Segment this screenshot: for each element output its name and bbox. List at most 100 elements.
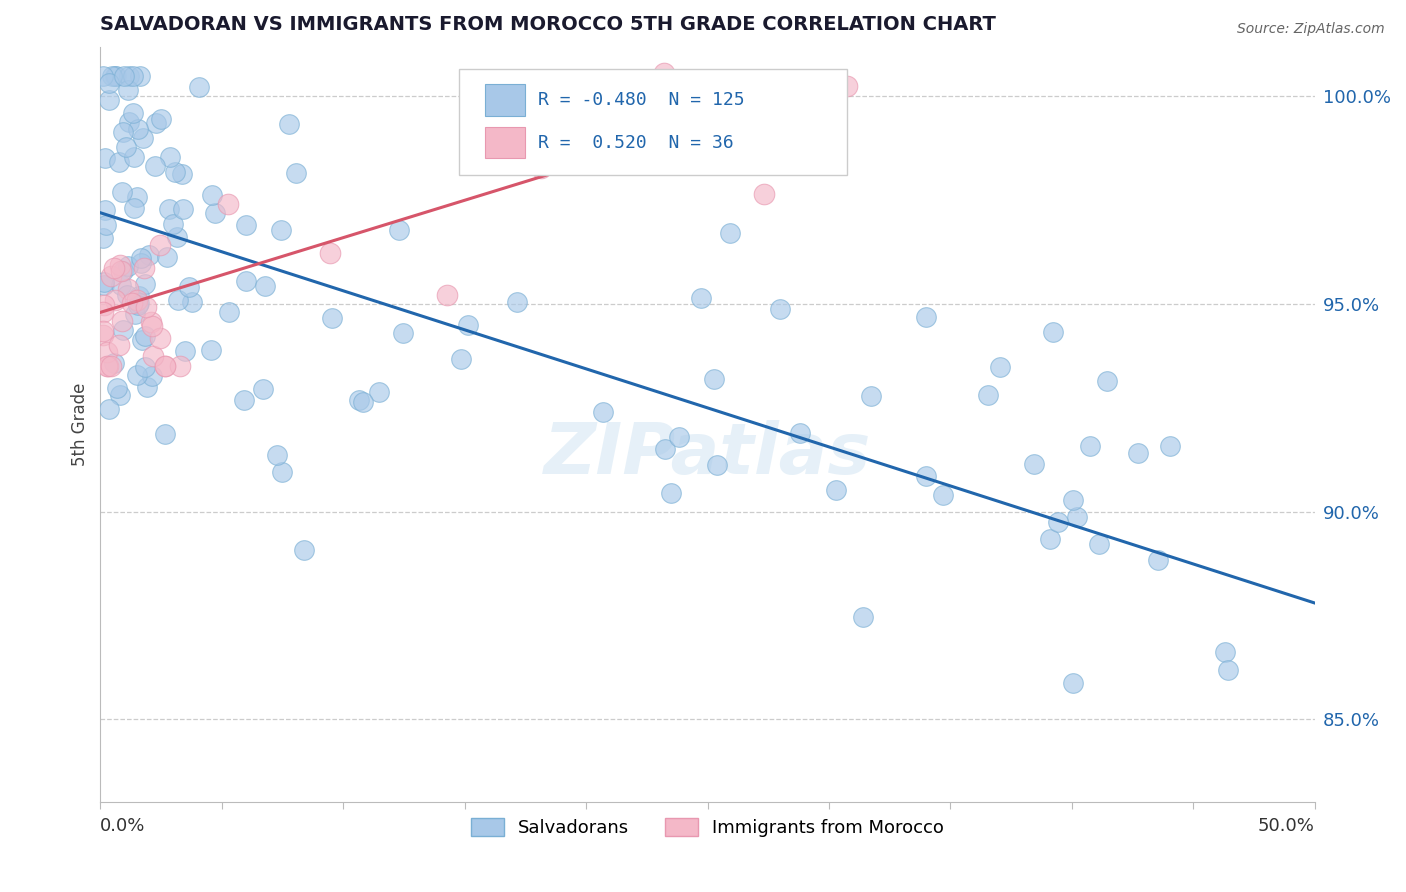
Text: R =  0.520  N = 36: R = 0.520 N = 36	[537, 134, 734, 152]
Point	[121, 69, 143, 83]
Point	[131, 333, 153, 347]
Point	[136, 379, 159, 393]
Point	[668, 429, 690, 443]
Point	[110, 278, 132, 293]
Point	[392, 326, 415, 340]
Point	[98, 402, 121, 417]
Point	[1126, 446, 1149, 460]
Point	[117, 281, 139, 295]
Point	[96, 219, 118, 233]
Point	[217, 197, 239, 211]
Point	[1046, 515, 1069, 529]
Point	[125, 368, 148, 382]
Point	[134, 277, 156, 291]
Point	[352, 394, 374, 409]
Point	[138, 248, 160, 262]
Point	[641, 95, 664, 110]
Point	[1213, 645, 1236, 659]
Point	[271, 465, 294, 479]
Point	[172, 202, 194, 217]
Point	[108, 387, 131, 401]
Point	[977, 388, 1000, 402]
Point	[218, 304, 240, 318]
Point	[167, 293, 190, 307]
Point	[142, 349, 165, 363]
Point	[266, 449, 288, 463]
Text: ZIPatlas: ZIPatlas	[544, 420, 872, 489]
Point	[1095, 374, 1118, 388]
Text: SALVADORAN VS IMMIGRANTS FROM MOROCCO 5TH GRADE CORRELATION CHART: SALVADORAN VS IMMIGRANTS FROM MOROCCO 5T…	[100, 15, 997, 34]
Point	[94, 203, 117, 218]
Point	[769, 302, 792, 317]
Point	[104, 293, 127, 307]
Point	[914, 310, 936, 324]
Point	[169, 359, 191, 374]
Point	[108, 338, 131, 352]
Point	[128, 296, 150, 310]
Point	[139, 315, 162, 329]
Point	[254, 279, 277, 293]
Point	[825, 483, 848, 498]
Point	[128, 289, 150, 303]
Y-axis label: 5th Grade: 5th Grade	[72, 383, 89, 467]
Point	[117, 83, 139, 97]
Point	[132, 261, 155, 276]
Point	[125, 189, 148, 203]
Point	[127, 293, 149, 308]
FancyBboxPatch shape	[458, 70, 848, 175]
Point	[1218, 663, 1240, 677]
Point	[91, 231, 114, 245]
Point	[988, 360, 1011, 375]
Point	[91, 324, 114, 338]
Point	[118, 114, 141, 128]
Point	[150, 112, 173, 126]
Point	[141, 319, 163, 334]
Point	[93, 278, 115, 293]
Point	[91, 305, 114, 319]
Point	[94, 152, 117, 166]
Point	[789, 426, 811, 441]
Point	[1024, 458, 1046, 472]
Point	[96, 345, 118, 359]
Point	[108, 155, 131, 169]
Point	[347, 393, 370, 408]
Point	[860, 388, 883, 402]
Point	[91, 69, 114, 83]
Point	[129, 251, 152, 265]
Point	[852, 610, 875, 624]
Point	[165, 165, 187, 179]
Point	[173, 344, 195, 359]
Point	[141, 369, 163, 384]
Point	[111, 125, 134, 139]
Point	[450, 352, 472, 367]
Point	[131, 256, 153, 270]
Point	[752, 186, 775, 201]
Point	[652, 66, 675, 80]
Point	[128, 69, 150, 83]
Point	[103, 356, 125, 370]
Point	[1039, 533, 1062, 547]
Point	[96, 359, 118, 374]
Point	[233, 392, 256, 407]
Point	[204, 206, 226, 220]
Point	[654, 442, 676, 456]
Point	[835, 78, 858, 93]
Point	[388, 223, 411, 237]
Point	[284, 166, 307, 180]
Point	[121, 296, 143, 310]
Point	[156, 251, 179, 265]
Point	[93, 328, 115, 343]
Point	[457, 318, 479, 332]
Legend: Salvadorans, Immigrants from Morocco: Salvadorans, Immigrants from Morocco	[463, 809, 953, 847]
Point	[162, 218, 184, 232]
Point	[200, 343, 222, 357]
Point	[506, 295, 529, 310]
Point	[1062, 676, 1084, 690]
Point	[659, 486, 682, 500]
Point	[292, 543, 315, 558]
Point	[319, 246, 342, 260]
Point	[181, 295, 204, 310]
Point	[1066, 509, 1088, 524]
Point	[436, 288, 458, 302]
Point	[97, 359, 120, 374]
